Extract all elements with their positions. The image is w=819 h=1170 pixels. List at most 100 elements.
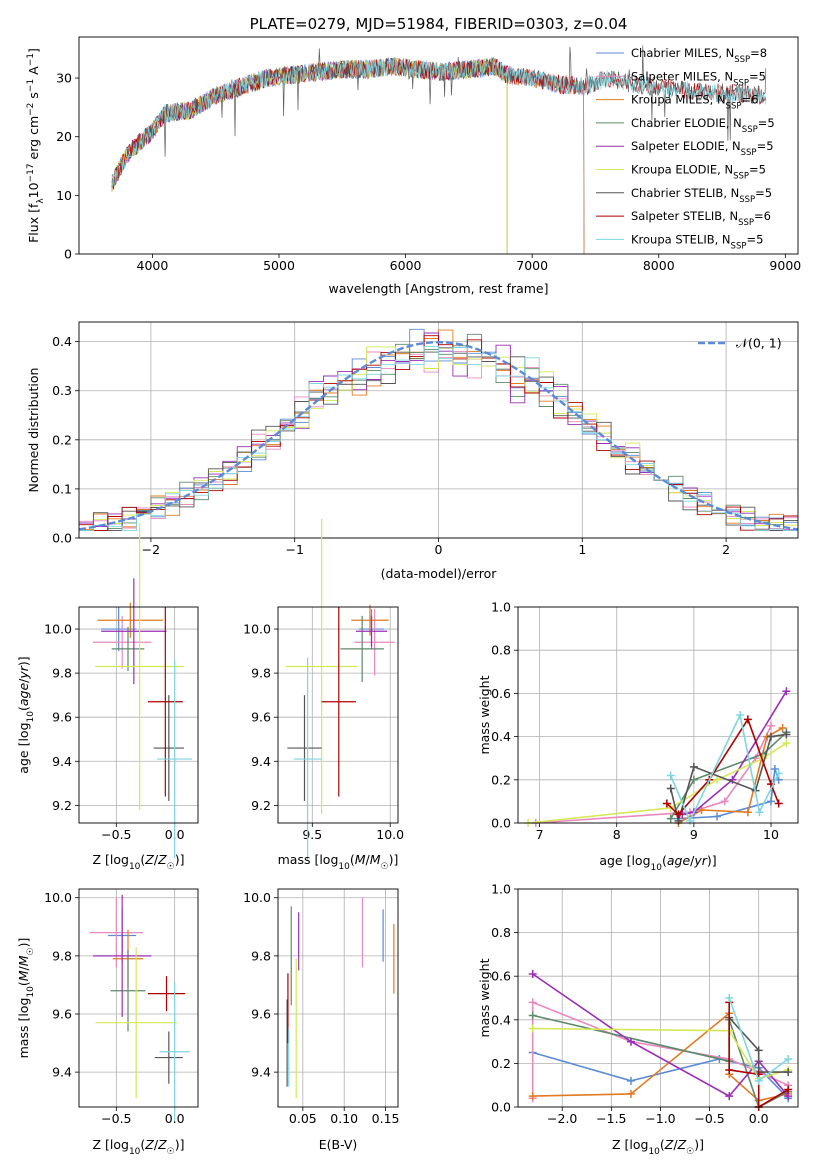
x-tick-label: 8000: [643, 258, 675, 273]
y-tick-label: 1.0: [491, 882, 511, 897]
x-tick-label: 1: [578, 542, 586, 557]
y-tick-label: 0.8: [491, 643, 511, 658]
weight-line-purple: [682, 690, 788, 816]
x-axis-label: wavelength [Angstrom, rest frame]: [328, 281, 548, 296]
y-axis-label: mass [log10(M/M☉)]: [16, 938, 36, 1059]
y-tick-label: 9.4: [251, 754, 271, 769]
y-axis-label: mass weight: [477, 675, 492, 754]
weight-marker-yellow: [528, 1024, 537, 1033]
weight-marker-gray: [782, 730, 791, 739]
x-tick-label: 9.5: [302, 827, 322, 842]
weight-line-yellow: [532, 1027, 789, 1080]
x-axis-label: E(B-V): [319, 1137, 358, 1152]
y-tick-label: 0.8: [491, 925, 511, 940]
y-tick-label: 9.8: [251, 666, 271, 681]
legend-entry: Chabrier MILES, NSSP=8: [631, 46, 767, 65]
weight-marker-red: [784, 1085, 793, 1094]
weight-marker-cyan: [784, 1055, 793, 1064]
y-tick-label: 9.8: [251, 948, 271, 963]
y-tick-label: 9.6: [52, 710, 72, 725]
spectrum-line-yellow: [111, 57, 508, 254]
x-tick-label: 10: [763, 827, 779, 842]
y-tick-label: 10: [56, 188, 72, 203]
weight-marker-pink: [720, 797, 729, 806]
spectrum-line-pink: [111, 58, 585, 254]
x-tick-label: −1: [285, 542, 303, 557]
x-tick-label: 10.0: [376, 827, 404, 842]
x-tick-label: −1.5: [596, 1111, 626, 1126]
y-tick-label: 1.0: [491, 600, 511, 615]
legend-entry: Kroupa STELIB, NSSP=5: [631, 232, 763, 251]
weight-marker-red: [774, 799, 783, 808]
weight-marker-cyan: [755, 808, 764, 817]
weight-marker-blue: [767, 797, 776, 806]
x-axis-label: Z [log10(Z/Z☉)]: [612, 1137, 704, 1157]
spectrum-line-cyan: [111, 57, 767, 188]
x-tick-label: 2: [722, 542, 730, 557]
legend-entry: Chabrier STELIB, NSSP=5: [631, 186, 772, 205]
mass-vs-ebv-panel: 0.05 0.10 0.15 9.4 9.6 9.8 10.0 E(B-V): [243, 888, 400, 1152]
x-axis-label: Z [log10(Z/Z☉)]: [92, 1137, 184, 1157]
weight-marker-gray: [784, 1068, 793, 1077]
weight-marker-blue: [626, 1076, 635, 1085]
y-tick-label: 10.0: [44, 890, 72, 905]
mass-vs-metallicity-panel: −0.5 0.09.49.69.810.0Z [log10(Z/Z☉)]mass …: [16, 888, 199, 1157]
x-tick-label: 6000: [390, 258, 422, 273]
axes-frame: [277, 888, 399, 1108]
weight-marker-purple: [626, 1037, 635, 1046]
y-axis-label: Flux [fλ10−17 erg cm−2 s−1 A−1]: [26, 48, 46, 243]
weight-marker-cyan: [686, 816, 695, 825]
age-vs-mass-panel: 9.5 10.0 9.2 9.4 9.6 9.8 10.0 mass [log10(M/M☉)…: [243, 518, 404, 872]
x-tick-label: 5000: [263, 258, 295, 273]
y-tick-label: 9.4: [251, 1065, 271, 1080]
axes-frame: [78, 36, 799, 255]
x-axis-label: Z [log10(Z/Z☉)]: [92, 852, 184, 872]
y-tick-label: 9.6: [251, 1006, 271, 1021]
x-tick-label: 0.0: [749, 1111, 769, 1126]
weight-marker-red: [743, 715, 752, 724]
x-tick-label: −0.5: [101, 1111, 131, 1126]
weight-marker-blue: [713, 812, 722, 821]
x-tick-label: −2.0: [547, 1111, 577, 1126]
x-tick-label: 9: [690, 827, 698, 842]
weight-marker-cyan: [754, 1076, 763, 1085]
y-tick-label: 9.6: [52, 1006, 72, 1021]
y-tick-label: 0.1: [52, 481, 72, 496]
spectrum-line-green: [111, 57, 508, 254]
weight-marker-red: [725, 1065, 734, 1074]
weight-marker-cyan: [774, 769, 783, 778]
axes-frame: [78, 606, 199, 824]
weight-line-gray: [728, 1017, 789, 1073]
x-tick-label: 4000: [137, 258, 169, 273]
x-axis-label: (data-model)/error: [381, 566, 498, 581]
weight-marker-orange: [743, 808, 752, 817]
y-tick-label: 9.2: [251, 798, 271, 813]
weight-marker-orange: [626, 1089, 635, 1098]
legend-entry: Salpeter ELODIE, NSSP=5: [631, 139, 774, 158]
weight-marker-cyan: [666, 771, 675, 780]
spectrum-line-blue: [111, 57, 585, 254]
chart-title: PLATE=0279, MJD=51984, FIBERID=0303, z=0…: [250, 15, 628, 33]
weight-marker-orange: [778, 723, 787, 732]
weight-marker-gray: [767, 732, 776, 741]
axes-frame: [78, 888, 199, 1108]
weight-marker-pink: [767, 721, 776, 730]
spectrum-line-orange: [111, 57, 585, 254]
weight-marker-pink: [528, 998, 537, 1007]
legend-entry: Salpeter STELIB, NSSP=6: [631, 209, 771, 228]
weight-marker-green: [528, 1011, 537, 1020]
age-vs-metallicity-panel: −0.5 0.0 9.2 9.4 9.6 9.8 10.0 Z [log10(Z/Z☉)] ag…: [16, 523, 199, 872]
y-tick-label: 10.0: [44, 622, 72, 637]
weight-marker-orange: [697, 806, 706, 815]
weight-marker-blue: [770, 765, 779, 773]
y-axis-label: mass weight: [477, 958, 492, 1037]
legend-entry: Kroupa MILES, NSSP=6: [631, 93, 758, 112]
x-tick-label: −0.5: [101, 827, 131, 842]
axes-frame: [517, 606, 799, 824]
x-axis-label: age [log10(age/yr)]: [599, 853, 716, 873]
weight-marker-green: [666, 814, 675, 823]
y-tick-label: 9.8: [52, 666, 72, 681]
y-tick-label: 0.4: [491, 1012, 511, 1027]
y-tick-label: 9.4: [52, 1065, 72, 1080]
y-tick-label: 0: [64, 247, 72, 262]
